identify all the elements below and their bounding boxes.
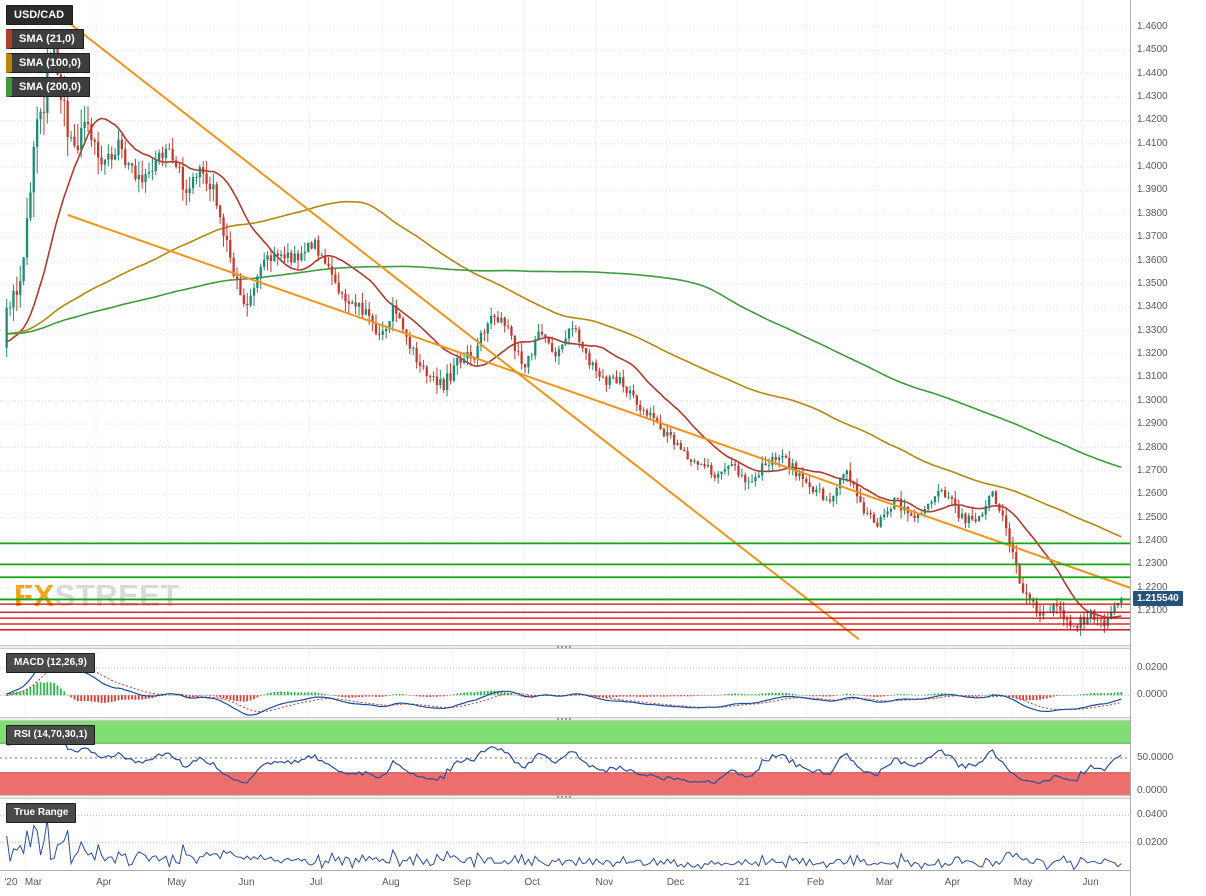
macd-tick-label: 0.0200: [1137, 662, 1168, 674]
time-axis-label: May: [1013, 877, 1033, 888]
time-axis-label: Dec: [666, 877, 685, 888]
time-axis-label: Jun: [1082, 877, 1099, 888]
time-axis-label: Apr: [96, 877, 112, 888]
price-tick-label: 1.4500: [1137, 44, 1168, 56]
price-tick-label: 1.4400: [1137, 67, 1168, 79]
indicator-chip-sma-21[interactable]: SMA (21,0): [6, 29, 84, 49]
price-tick-label: 1.4000: [1137, 161, 1168, 173]
time-axis-label: Sep: [453, 877, 471, 888]
macd-label-chip[interactable]: MACD (12,26,9): [6, 653, 95, 673]
price-tick-label: 1.3700: [1137, 231, 1168, 243]
price-tick-label: 1.4100: [1137, 137, 1168, 149]
price-tick-label: 1.3500: [1137, 277, 1168, 289]
true-range-tick-label: 0.0400: [1137, 809, 1168, 821]
time-axis-label: Feb: [806, 877, 825, 888]
price-tick-label: 1.3600: [1137, 254, 1168, 266]
candlestick-chart[interactable]: [0, 0, 1130, 645]
true-range-label-chip[interactable]: True Range: [6, 803, 77, 823]
price-tick-label: 1.2200: [1137, 581, 1168, 593]
time-axis-label: Jul: [309, 877, 323, 888]
pane-resize-handle[interactable]: [557, 646, 573, 648]
watermark-fx-text: FX: [14, 578, 55, 613]
price-tick-label: 1.3800: [1137, 207, 1168, 219]
macd-pane[interactable]: MACD (12,26,9): [0, 649, 1130, 717]
symbol-chip[interactable]: USD/CAD: [6, 5, 74, 25]
pane-resize-handle[interactable]: [557, 718, 573, 720]
time-axis-label: Nov: [595, 877, 614, 888]
rsi-pane[interactable]: RSI (14,70,30,1): [0, 721, 1130, 795]
time-axis-label: May: [167, 877, 187, 888]
time-axis-label: Mar: [24, 877, 43, 888]
price-tick-label: 1.3300: [1137, 324, 1168, 336]
price-axis[interactable]: 1.4600 1.4500 1.4400 1.4300 1.4200 1.4100 1.40…: [1130, 0, 1206, 896]
true-range-pane[interactable]: True Range: [0, 799, 1130, 870]
rsi-chart[interactable]: [0, 721, 1130, 795]
time-axis-label: Aug: [381, 877, 400, 888]
sma-chip-list: SMA (21,0) SMA (100,0) SMA (200,0): [6, 29, 90, 97]
pane-separator: [0, 717, 1130, 721]
time-axis-label: Apr: [944, 877, 961, 888]
price-tick-label: 1.2400: [1137, 535, 1168, 546]
macd-tick-label: 0.0000: [1137, 689, 1168, 701]
price-tick-label: 1.3200: [1137, 348, 1168, 360]
current-price-badge: 1.215540: [1133, 591, 1183, 607]
indicator-chip-sma-200[interactable]: SMA (200,0): [6, 77, 90, 97]
price-tick-label: 1.2500: [1137, 511, 1168, 523]
price-tick-label: 1.4300: [1137, 90, 1168, 102]
true-range-chart[interactable]: [0, 799, 1130, 870]
watermark-street-text: STREET: [54, 578, 180, 613]
price-tick-label: 1.3100: [1137, 371, 1168, 383]
price-tick-label: 1.2700: [1137, 464, 1168, 476]
pane-separator: [0, 795, 1130, 799]
time-axis-label: '21: [736, 877, 750, 888]
price-tick-label: 1.3900: [1137, 184, 1168, 196]
price-tick-label: 1.3000: [1137, 394, 1168, 406]
price-tick-label: 1.2100: [1137, 605, 1168, 617]
time-axis-label: Jun: [238, 877, 255, 888]
rsi-tick-label: 0.0000: [1137, 785, 1168, 796]
rsi-tick-label: 50.0000: [1137, 752, 1174, 763]
price-tick-label: 1.3400: [1137, 301, 1168, 313]
price-tick-label: 1.2600: [1137, 488, 1168, 500]
time-axis[interactable]: '20 Mar Apr May Jun Jul Aug Sep Oct Nov Dec '21 Feb M…: [0, 870, 1130, 896]
indicator-chip-sma-100[interactable]: SMA (100,0): [6, 53, 90, 73]
price-tick-label: 1.2900: [1137, 418, 1168, 430]
true-range-tick-label: 0.0200: [1137, 836, 1168, 848]
pane-resize-handle[interactable]: [557, 796, 573, 798]
time-axis-label: Mar: [875, 877, 893, 888]
time-axis-label: '20: [4, 877, 18, 888]
price-tick-label: 1.2300: [1137, 558, 1168, 570]
pane-separator: [0, 645, 1130, 649]
price-tick-label: 1.4600: [1137, 20, 1168, 32]
time-axis-label: Oct: [524, 877, 540, 888]
price-tick-label: 1.2800: [1137, 441, 1168, 453]
price-tick-label: 1.4200: [1137, 114, 1168, 126]
chart-legend: USD/CAD SMA (21,0) SMA (100,0) SMA (200,0): [6, 5, 90, 97]
macd-chart[interactable]: [0, 649, 1130, 717]
fxstreet-watermark: FXSTREET: [14, 578, 180, 614]
rsi-label-chip[interactable]: RSI (14,70,30,1): [6, 725, 96, 745]
price-chart-pane[interactable]: FXSTREET USD/CAD SMA (21,0) SMA (100,0) SM…: [0, 0, 1130, 645]
